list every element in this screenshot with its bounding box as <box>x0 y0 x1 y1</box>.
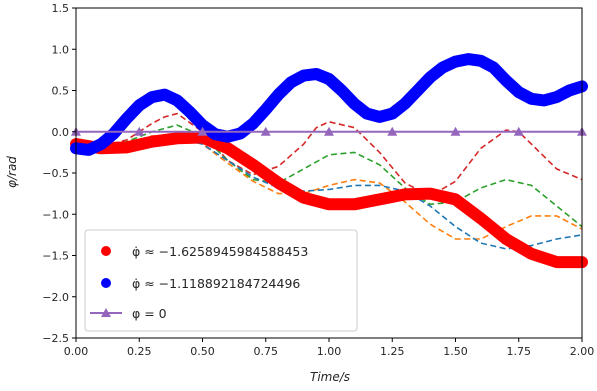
series-line-5 <box>76 136 582 239</box>
y-tick-label: 0.5 <box>52 85 70 98</box>
y-tick-label: −1.5 <box>42 250 69 263</box>
legend-label-purple: φ = 0 <box>132 306 167 321</box>
x-tick-label: 1.25 <box>380 345 405 358</box>
y-tick-label: −2.0 <box>42 291 69 304</box>
y-tick-label: −2.5 <box>42 332 69 345</box>
x-tick-label: 1.50 <box>443 345 468 358</box>
legend-label-red: φ̇ ≈ −1.6258945984588453 <box>132 244 308 259</box>
series-line-3 <box>76 114 582 197</box>
y-tick-label: −1.0 <box>42 208 69 221</box>
x-tick-label: 1.75 <box>507 345 532 358</box>
legend-marker-red <box>101 246 111 256</box>
x-tick-label: 0.50 <box>190 345 215 358</box>
x-tick-label: 1.00 <box>317 345 342 358</box>
x-axis-label: Time/s <box>310 370 350 384</box>
x-tick-label: 0.75 <box>254 345 279 358</box>
y-tick-label: 1.0 <box>52 43 70 56</box>
y-tick-label: 1.5 <box>52 2 70 15</box>
x-tick-label: 2.00 <box>570 345 595 358</box>
legend-label-blue: φ̇ ≈ −1.118892184724496 <box>132 276 300 291</box>
legend-marker-blue <box>101 278 111 288</box>
y-tick-label: 0.0 <box>52 126 70 139</box>
x-tick-label: 0.25 <box>127 345 152 358</box>
y-axis-label: φ/rad <box>5 156 19 188</box>
y-tick-label: −0.5 <box>42 167 69 180</box>
legend: φ̇ ≈ −1.6258945984588453 φ̇ ≈ −1.1188921… <box>85 230 357 331</box>
x-tick-label: 0.00 <box>64 345 89 358</box>
